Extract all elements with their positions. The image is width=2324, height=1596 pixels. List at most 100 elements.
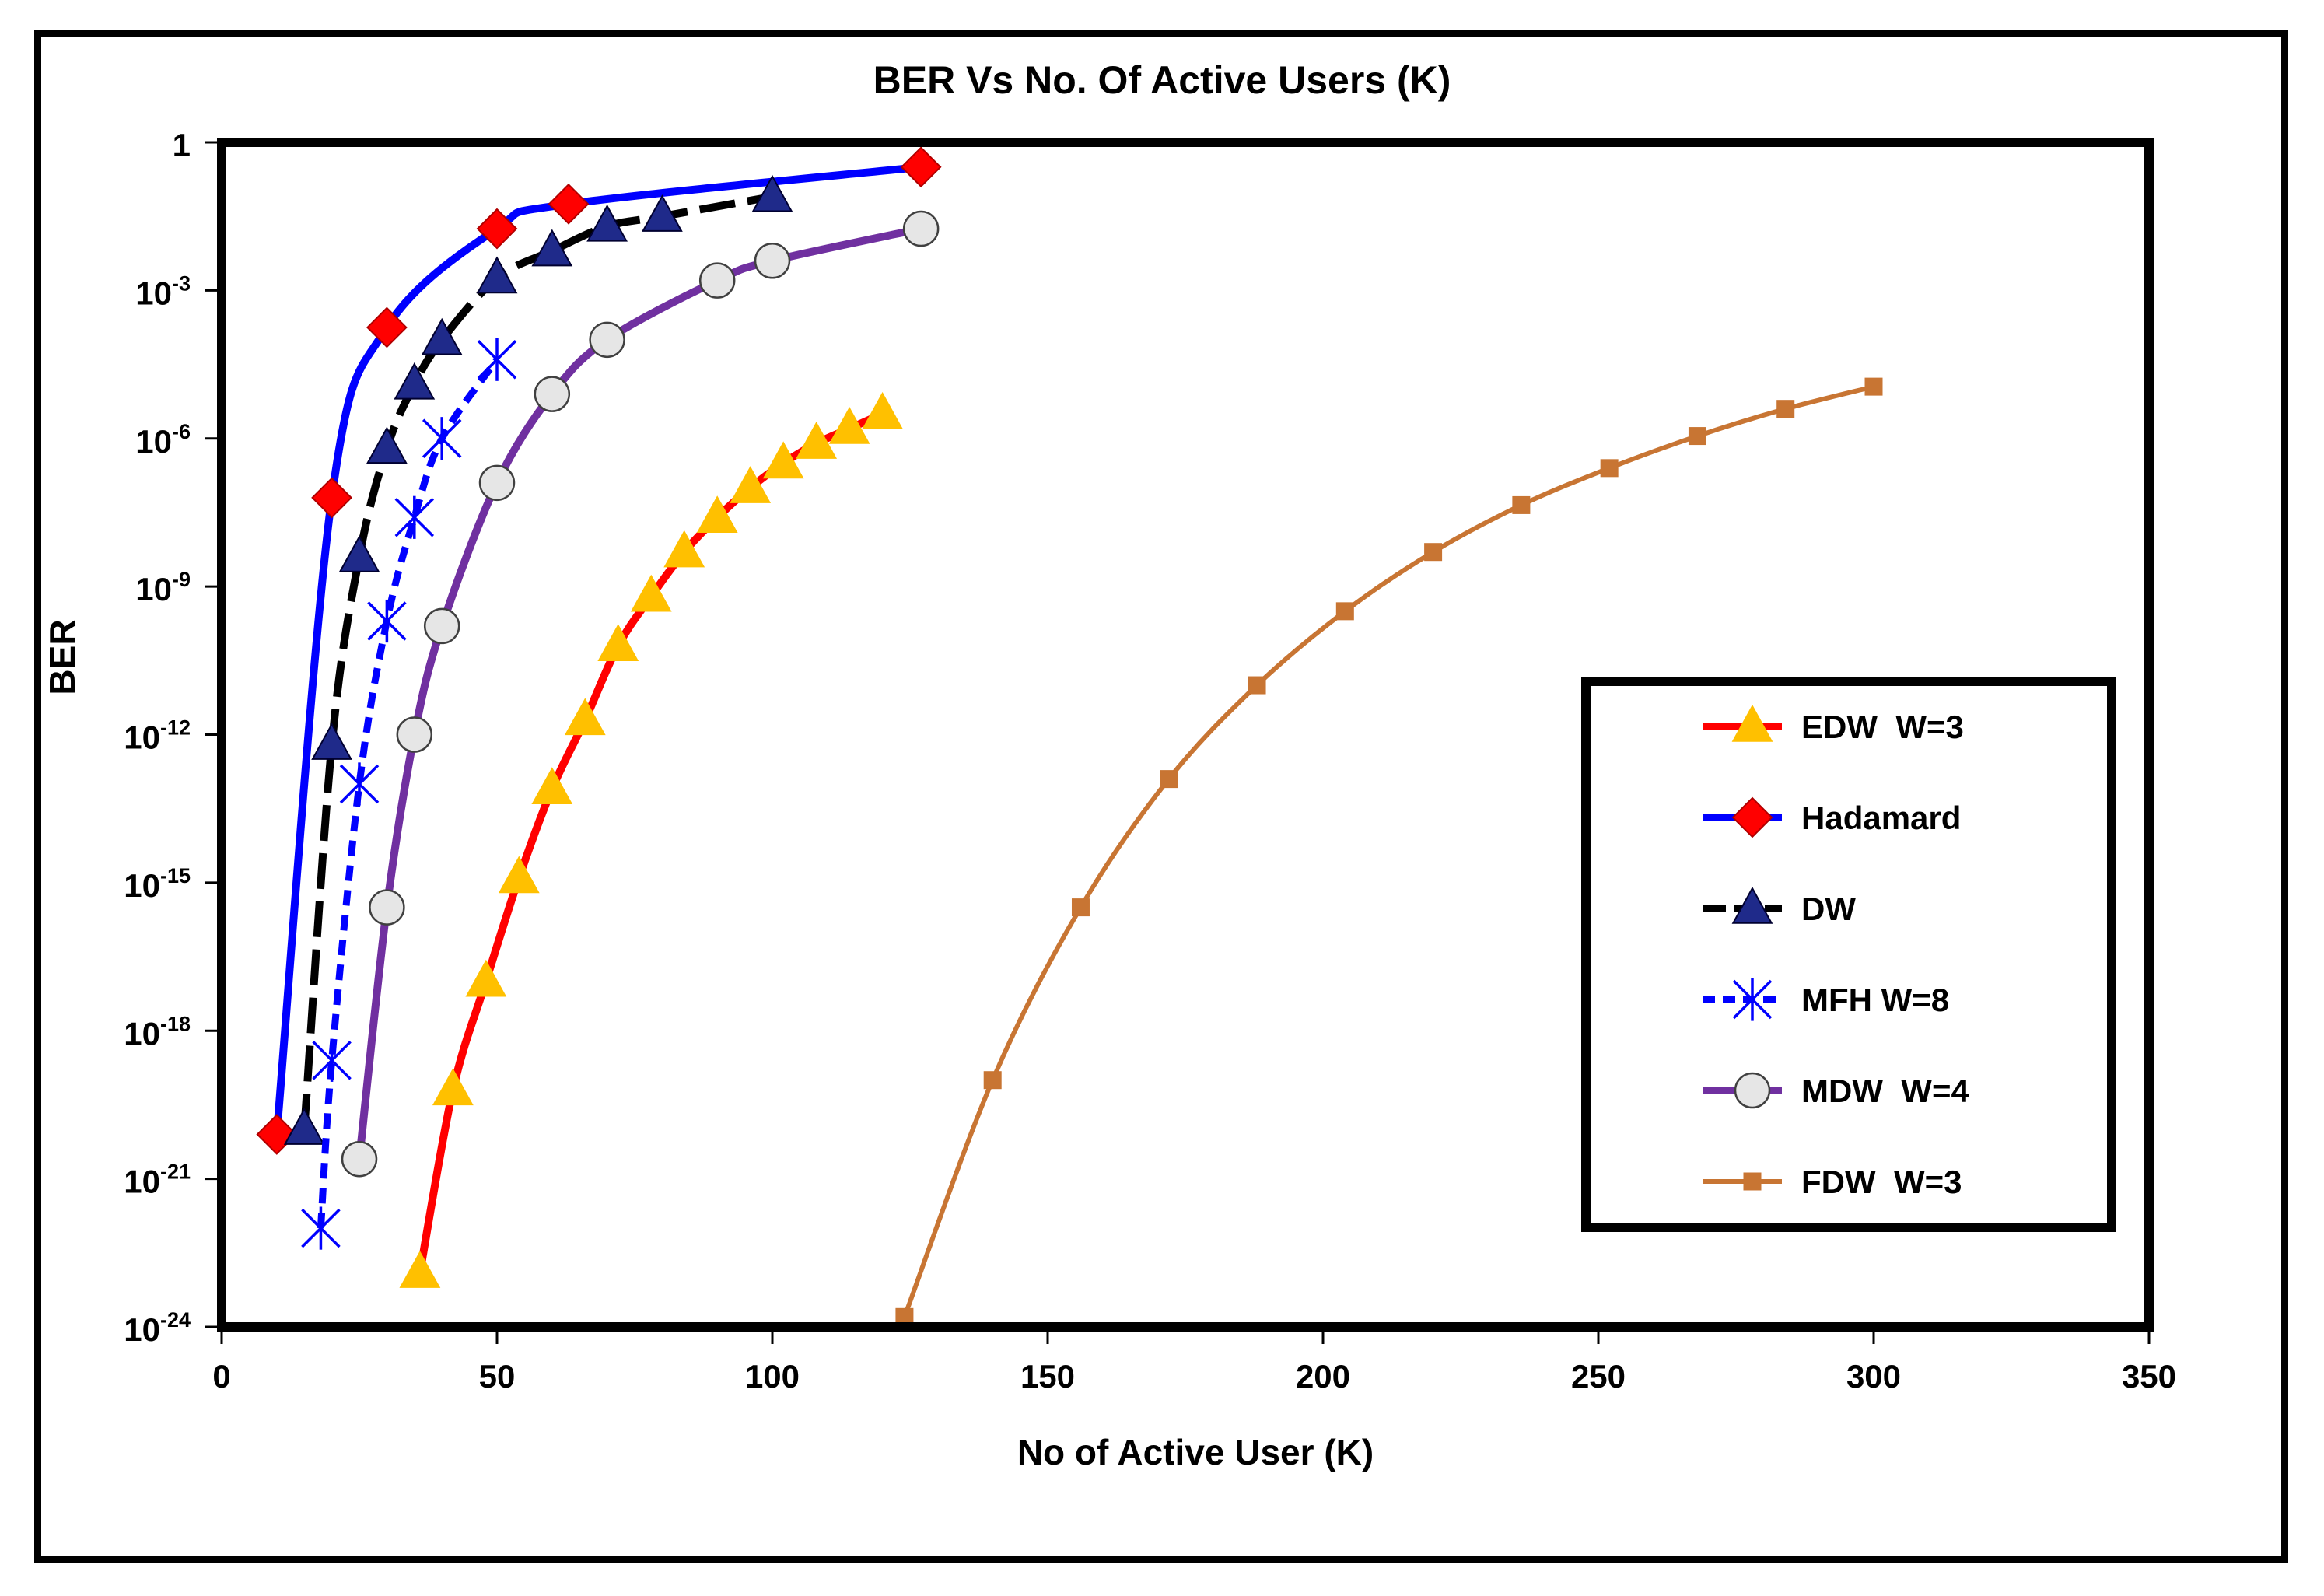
data-point [422, 417, 462, 460]
x-tick-label: 350 [2122, 1358, 2176, 1395]
y-tick-label: 10-6 [135, 420, 191, 460]
series-2 [283, 174, 793, 1145]
data-point [477, 338, 517, 381]
series-3 [301, 338, 517, 1250]
data-point [339, 762, 380, 806]
data-point [476, 256, 518, 294]
data-point [900, 146, 942, 188]
data-point [478, 464, 516, 502]
data-point [396, 716, 433, 753]
data-point [1160, 770, 1178, 789]
data-point [421, 317, 463, 355]
legend-item-0: EDW W=3 [1703, 704, 1964, 745]
data-point [283, 1108, 325, 1145]
data-point [394, 495, 435, 539]
x-tick-label: 50 [479, 1358, 516, 1395]
data-point [399, 1251, 441, 1288]
series-layer [256, 146, 1883, 1326]
y-tick-label: 10-15 [124, 864, 191, 904]
data-point [730, 466, 772, 503]
data-point [394, 362, 436, 400]
y-tick-label: 10-21 [124, 1160, 191, 1200]
data-point [663, 530, 705, 568]
data-point [369, 889, 405, 926]
data-point [630, 574, 672, 612]
data-point [642, 194, 683, 232]
x-tick-label: 150 [1020, 1358, 1075, 1395]
legend-swatch-marker [1731, 886, 1773, 924]
data-point [531, 767, 573, 805]
legend-label: FDW W=3 [1801, 1164, 1962, 1200]
series-4 [341, 210, 940, 1178]
chart-title: BER Vs No. Of Active Users (K) [873, 58, 1451, 102]
data-point [367, 599, 407, 643]
data-point [366, 306, 408, 348]
legend-label: Hadamard [1801, 800, 1961, 836]
data-point [1864, 377, 1883, 396]
legend-item-1: Hadamard [1703, 796, 1961, 838]
data-point [338, 534, 380, 572]
x-tick-label: 300 [1846, 1358, 1901, 1395]
plot-area-frame [217, 138, 2154, 1332]
axis-ticks: 0 50 100 150 200 250 300 350 1 10-3 10-6 10-9 10-12 1… [124, 127, 2176, 1395]
data-point [1776, 400, 1795, 418]
legend-label: EDW W=3 [1801, 709, 1964, 745]
data-point [754, 243, 791, 279]
data-point [531, 229, 573, 267]
legend-label: MFH W=8 [1801, 982, 1949, 1018]
data-point [564, 698, 606, 736]
data-point [828, 406, 870, 444]
x-tick-label: 0 [212, 1358, 230, 1395]
data-point [311, 477, 353, 519]
x-tick-label: 100 [745, 1358, 800, 1395]
x-tick-label: 250 [1571, 1358, 1626, 1395]
x-tick-label: 200 [1296, 1358, 1350, 1395]
data-point [423, 607, 460, 645]
legend: EDW W=3 Hadamard DW MFH W=8 MDW W=4 FDW W=3 [1581, 677, 2116, 1232]
data-point [366, 426, 408, 464]
legend-swatch-marker [1732, 978, 1773, 1021]
data-point [983, 1071, 1002, 1090]
legend-item-4: MDW W=4 [1703, 1072, 1969, 1109]
legend-item-3: MFH W=8 [1703, 978, 1949, 1021]
data-point [696, 495, 738, 534]
legend-item-2: DW [1703, 886, 1856, 927]
data-point [1600, 459, 1619, 478]
y-tick-label: 10-18 [124, 1012, 191, 1052]
data-point [534, 376, 571, 412]
y-axis-label: BER [42, 619, 82, 695]
series-line [272, 163, 922, 1135]
data-point [597, 624, 639, 661]
data-point [1424, 543, 1443, 562]
y-tick-label: 10-3 [135, 271, 191, 311]
data-point [1248, 676, 1266, 695]
data-point [1688, 427, 1706, 446]
data-point [586, 204, 628, 242]
legend-swatch-marker [1731, 704, 1773, 742]
data-point [902, 210, 940, 247]
data-point [698, 262, 736, 299]
data-point [1335, 602, 1354, 621]
data-point [751, 174, 793, 212]
legend-item-5: FDW W=3 [1703, 1164, 1962, 1200]
data-point [476, 208, 518, 250]
data-point [312, 1038, 352, 1082]
data-point [1071, 898, 1090, 917]
series-line [317, 357, 500, 1229]
series-5 [895, 377, 1883, 1326]
legend-swatch-marker [1731, 796, 1773, 838]
data-point [762, 441, 804, 479]
data-point [301, 1206, 341, 1250]
legend-swatch-marker [1734, 1072, 1771, 1109]
series-1 [256, 146, 942, 1155]
data-point [498, 856, 540, 894]
x-axis-label: No of Active User (K) [1017, 1432, 1374, 1472]
legend-swatch-marker [1743, 1172, 1762, 1191]
legend-label: MDW W=4 [1801, 1073, 1969, 1109]
data-point [311, 723, 352, 760]
y-tick-label: 10-24 [124, 1308, 191, 1348]
data-point [341, 1140, 378, 1178]
series-line [415, 410, 884, 1274]
data-point [589, 321, 625, 359]
data-point [548, 183, 590, 225]
